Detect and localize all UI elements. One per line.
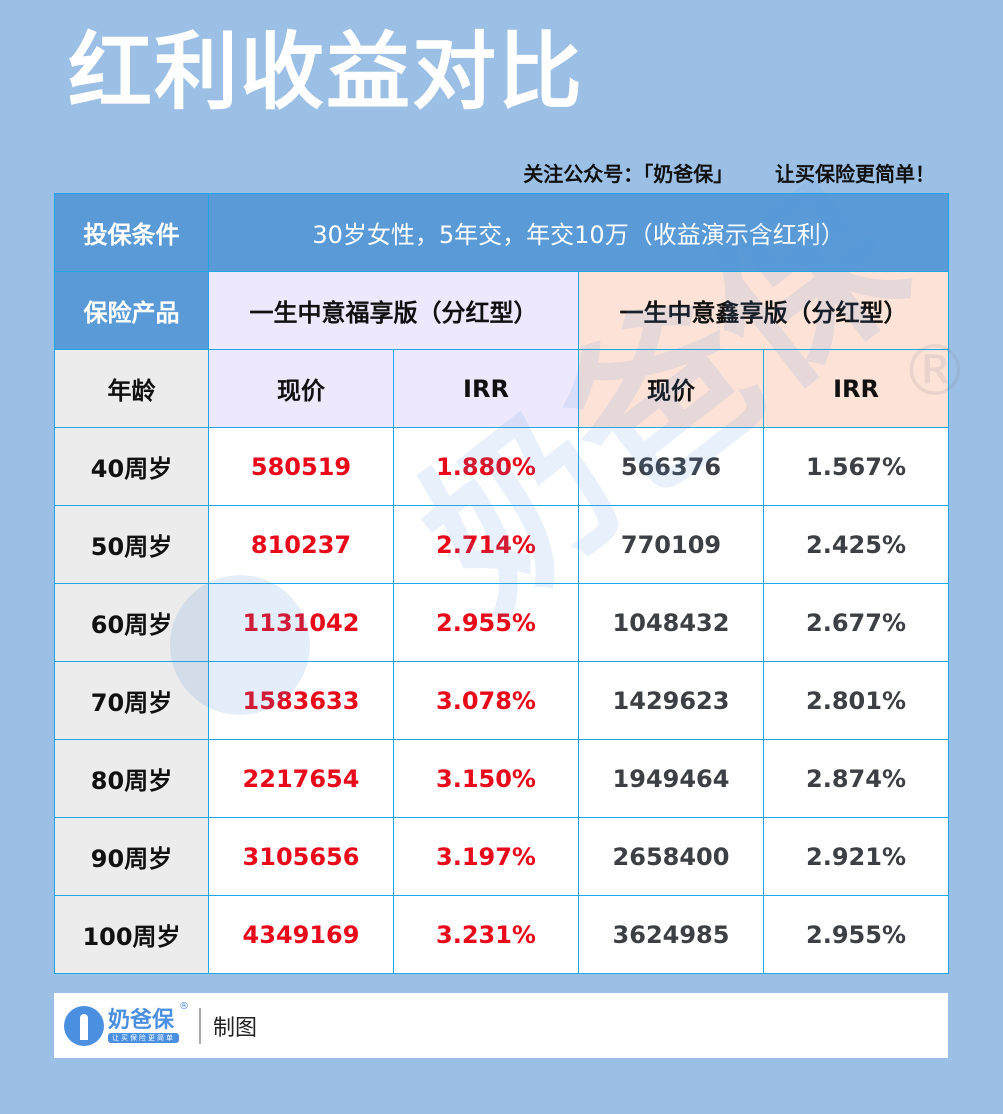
follow-text: 关注公众号：「奶爸保」 (523, 162, 734, 186)
p1-value-header: 现价 (208, 349, 394, 428)
table-row: 70周岁 1583633 3.078% 1429623 2.801% (54, 661, 950, 740)
tagline-text: 让买保险更简单！ (775, 162, 935, 186)
p2-irr-cell: 1.567% (762, 427, 950, 506)
subheader-row: 年龄 现价 IRR 现价 IRR (54, 349, 950, 428)
p2-value-cell: 1949464 (578, 739, 764, 818)
age-cell: 70周岁 (54, 661, 209, 740)
p1-value-cell: 1131042 (208, 583, 394, 662)
p2-value-cell: 566376 (578, 427, 764, 506)
p2-value-cell: 3624985 (578, 895, 764, 974)
conditions-value: 30岁女性，5年交，年交10万（收益演示含红利） (207, 193, 950, 272)
p2-irr-cell: 2.874% (762, 739, 950, 818)
slogan: 关注公众号：「奶爸保」 让买保险更简单！ (523, 158, 935, 187)
comparison-table: 投保条件 30岁女性，5年交，年交10万（收益演示含红利） 保险产品 一生中意福… (54, 193, 950, 974)
p2-value-cell: 1429623 (578, 661, 764, 740)
p2-value-cell: 1048432 (578, 583, 764, 662)
p1-irr-cell: 2.714% (393, 505, 579, 584)
made-by-label: 制图 (213, 1015, 258, 1041)
conditions-label: 投保条件 (54, 193, 209, 272)
p2-irr-header: IRR (762, 349, 950, 428)
p1-value-cell: 2217654 (208, 739, 394, 818)
product-1-name: 一生中意福享版（分红型） (208, 271, 579, 350)
table-row: 60周岁 1131042 2.955% 1048432 2.677% (54, 583, 950, 662)
brand-logo: 奶爸保 让买保险更简单 (108, 1007, 179, 1043)
p1-irr-cell: 3.078% (393, 661, 579, 740)
age-cell: 90周岁 (54, 817, 209, 896)
product-row: 保险产品 一生中意福享版（分红型） 一生中意鑫享版（分红型） (54, 271, 950, 350)
footer-divider (199, 1007, 201, 1044)
p1-irr-cell: 3.231% (393, 895, 579, 974)
p1-value-cell: 4349169 (208, 895, 394, 974)
brand-name: 奶爸保 (108, 1007, 175, 1033)
age-header: 年龄 (54, 349, 209, 428)
p2-irr-cell: 2.921% (762, 817, 950, 896)
brand-tagline: 让买保险更简单 (108, 1032, 179, 1043)
p2-irr-cell: 2.801% (762, 661, 950, 740)
p2-irr-cell: 2.425% (762, 505, 950, 584)
table-row: 40周岁 580519 1.880% 566376 1.567% (54, 427, 950, 506)
conditions-row: 投保条件 30岁女性，5年交，年交10万（收益演示含红利） (54, 193, 950, 272)
p1-irr-cell: 3.150% (393, 739, 579, 818)
p2-value-cell: 770109 (578, 505, 764, 584)
page-title: 红利收益对比 (68, 23, 585, 121)
p1-irr-cell: 1.880% (393, 427, 579, 506)
age-cell: 80周岁 (54, 739, 209, 818)
table-row: 90周岁 3105656 3.197% 2658400 2.921% (54, 817, 950, 896)
age-cell: 40周岁 (54, 427, 209, 506)
p2-irr-cell: 2.677% (762, 583, 950, 662)
p2-value-cell: 2658400 (578, 817, 764, 896)
table-row: 50周岁 810237 2.714% 770109 2.425% (54, 505, 950, 584)
product-2-name: 一生中意鑫享版（分红型） (577, 271, 950, 350)
table-row: 80周岁 2217654 3.150% 1949464 2.874% (54, 739, 950, 818)
p2-value-header: 现价 (578, 349, 764, 428)
footer: 奶爸保 让买保险更简单 ® 制图 (54, 993, 948, 1058)
product-label: 保险产品 (54, 271, 209, 350)
p2-irr-cell: 2.955% (762, 895, 950, 974)
p1-value-cell: 580519 (208, 427, 394, 506)
p1-irr-cell: 3.197% (393, 817, 579, 896)
registered-icon: ® (179, 1001, 189, 1012)
p1-value-cell: 810237 (208, 505, 394, 584)
p1-value-cell: 3105656 (208, 817, 394, 896)
age-cell: 60周岁 (54, 583, 209, 662)
p1-value-cell: 1583633 (208, 661, 394, 740)
brand-logo-icon (64, 1005, 104, 1046)
table-row: 100周岁 4349169 3.231% 3624985 2.955% (54, 895, 950, 974)
age-cell: 50周岁 (54, 505, 209, 584)
p1-irr-header: IRR (393, 349, 579, 428)
p1-irr-cell: 2.955% (393, 583, 579, 662)
age-cell: 100周岁 (54, 895, 209, 974)
